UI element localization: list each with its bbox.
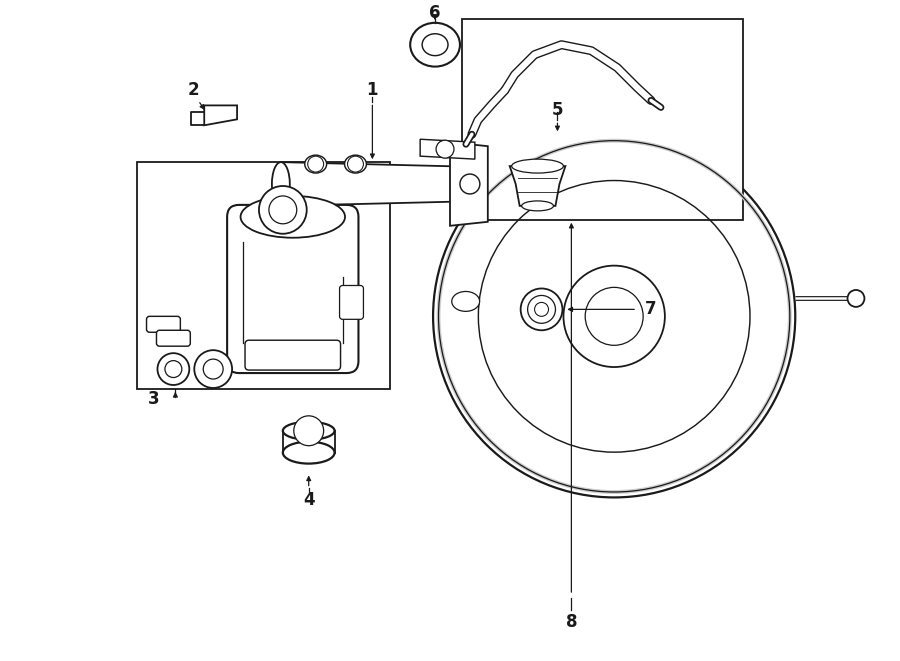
Ellipse shape <box>240 196 345 238</box>
Circle shape <box>460 174 480 194</box>
Text: 2: 2 <box>187 81 199 99</box>
Ellipse shape <box>283 422 335 440</box>
Polygon shape <box>420 139 475 159</box>
Circle shape <box>203 359 223 379</box>
Bar <box>137 162 391 389</box>
Polygon shape <box>450 142 488 226</box>
Text: 8: 8 <box>565 613 577 631</box>
FancyBboxPatch shape <box>227 205 358 373</box>
Text: 6: 6 <box>429 4 441 22</box>
Ellipse shape <box>345 155 366 173</box>
Ellipse shape <box>410 23 460 67</box>
Circle shape <box>585 288 644 345</box>
FancyBboxPatch shape <box>339 286 364 319</box>
Bar <box>462 19 742 220</box>
Circle shape <box>433 136 796 498</box>
Polygon shape <box>281 162 485 206</box>
Text: 4: 4 <box>303 491 314 510</box>
Ellipse shape <box>422 34 448 56</box>
Ellipse shape <box>272 162 290 206</box>
FancyBboxPatch shape <box>157 330 190 346</box>
Ellipse shape <box>522 201 554 211</box>
Polygon shape <box>204 105 237 126</box>
Circle shape <box>535 303 548 317</box>
Circle shape <box>527 295 555 323</box>
Text: 3: 3 <box>148 390 159 408</box>
Circle shape <box>563 266 665 367</box>
Ellipse shape <box>305 155 327 173</box>
FancyBboxPatch shape <box>245 340 340 370</box>
Text: 7: 7 <box>645 300 657 319</box>
Ellipse shape <box>283 442 335 463</box>
Circle shape <box>848 290 864 307</box>
Circle shape <box>520 288 562 330</box>
Circle shape <box>293 416 324 446</box>
Text: 5: 5 <box>552 101 563 120</box>
Circle shape <box>194 350 232 388</box>
Circle shape <box>158 353 189 385</box>
Text: 1: 1 <box>366 81 378 99</box>
Circle shape <box>269 196 297 224</box>
Circle shape <box>165 361 182 377</box>
Polygon shape <box>509 166 565 206</box>
FancyBboxPatch shape <box>147 317 180 332</box>
Circle shape <box>347 156 364 172</box>
Ellipse shape <box>452 292 480 311</box>
Ellipse shape <box>512 159 563 173</box>
Circle shape <box>436 140 454 158</box>
Circle shape <box>308 156 324 172</box>
Circle shape <box>259 186 307 234</box>
